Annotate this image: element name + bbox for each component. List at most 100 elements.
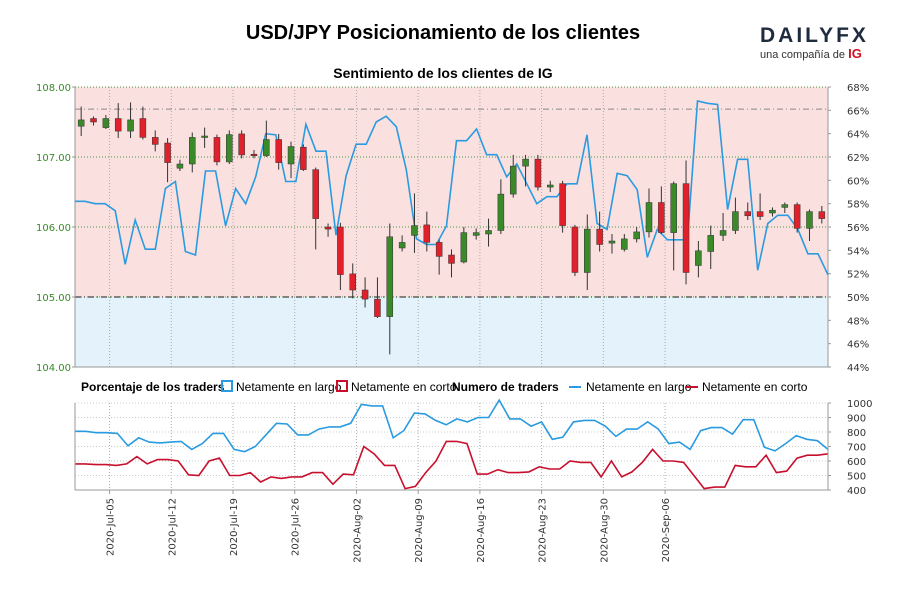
candle-body bbox=[633, 231, 640, 240]
price-panel-background bbox=[75, 87, 828, 367]
candle-body bbox=[756, 211, 764, 217]
candle-body bbox=[337, 226, 344, 275]
candle-body bbox=[189, 137, 196, 165]
legend-long-label: Netamente en largo bbox=[236, 380, 342, 394]
pct-tick-label: 66% bbox=[847, 106, 869, 117]
candle-body bbox=[571, 226, 579, 273]
candle-body bbox=[497, 193, 505, 231]
candle-body bbox=[769, 209, 776, 214]
traders-tick-label: 600 bbox=[847, 457, 866, 468]
price-tick-label: 107.00 bbox=[36, 153, 71, 164]
chart-title: USD/JPY Posicionamiento de los clientes bbox=[245, 22, 641, 44]
dailyfx-logo: DAILYFX una compañía de IG bbox=[760, 24, 870, 61]
logo-ig: IG bbox=[848, 46, 862, 61]
candle-body bbox=[670, 183, 677, 233]
candle-body bbox=[238, 133, 245, 156]
chart-subtitle: Sentimiento de los clientes de IG bbox=[333, 65, 553, 81]
candle-body bbox=[77, 119, 85, 127]
x-tick-label: 2020-Jul-12 bbox=[167, 498, 178, 556]
candle-body bbox=[596, 228, 603, 245]
candle-body bbox=[213, 137, 221, 163]
candle-body bbox=[411, 225, 418, 236]
pct-tick-label: 56% bbox=[847, 223, 869, 234]
legend-long-label-2: Netamente en largo bbox=[586, 380, 692, 394]
x-tick-label: 2020-Aug-02 bbox=[352, 498, 363, 563]
pct-tick-label: 44% bbox=[847, 363, 869, 374]
candle-body bbox=[398, 242, 406, 249]
x-tick-label: 2020-Jul-05 bbox=[106, 498, 117, 556]
net-long-pct-line bbox=[75, 100, 829, 276]
candle-body bbox=[361, 289, 369, 300]
price-tick-label: 104.00 bbox=[36, 363, 71, 374]
price-panel-axes: 104.00 105.00 106.00 107.00 108.00 44% 46% 48% 5… bbox=[36, 83, 869, 374]
candle-body bbox=[349, 273, 356, 291]
pct-tick-label: 58% bbox=[847, 200, 869, 211]
candle-body bbox=[250, 153, 258, 156]
traders-long-line bbox=[75, 398, 829, 453]
candle-body bbox=[176, 163, 184, 169]
traders-tick-label: 700 bbox=[847, 443, 866, 454]
candlesticks bbox=[77, 102, 826, 355]
candle-body bbox=[287, 146, 295, 165]
long-bias-zone bbox=[75, 297, 828, 367]
traders-tick-label: 1000 bbox=[847, 399, 872, 410]
x-tick-label: 2020-Aug-30 bbox=[599, 498, 610, 563]
x-tick-label: 2020-Jul-26 bbox=[291, 498, 302, 556]
traders-short-line bbox=[75, 440, 829, 490]
traders-lines bbox=[75, 398, 829, 490]
traders-tick-label: 500 bbox=[847, 472, 866, 483]
candle-body bbox=[682, 183, 690, 273]
candle-body bbox=[102, 118, 110, 128]
candle-body bbox=[621, 238, 628, 250]
candle-body bbox=[460, 232, 468, 263]
legend-short-label-2: Netamente en corto bbox=[702, 380, 808, 394]
pct-tick-label: 60% bbox=[847, 176, 869, 187]
candle-body bbox=[312, 169, 319, 219]
candle-body bbox=[793, 204, 801, 229]
price-tick-label: 108.00 bbox=[36, 83, 71, 94]
candle-body bbox=[263, 139, 270, 156]
legend-pct-title: Porcentaje de los traders bbox=[81, 380, 225, 394]
traders-tick-label: 800 bbox=[847, 428, 866, 439]
candle-body bbox=[226, 134, 233, 163]
x-tick-label: 2020-Aug-09 bbox=[414, 498, 425, 563]
logo-brand-b: FX bbox=[836, 24, 869, 47]
candle-body bbox=[374, 298, 381, 317]
traders-tick-label: 900 bbox=[847, 414, 866, 425]
candle-body bbox=[300, 146, 307, 170]
pct-tick-label: 64% bbox=[847, 130, 869, 141]
candle-body bbox=[645, 202, 653, 233]
pct-tick-label: 46% bbox=[847, 340, 869, 351]
pct-tick-label: 50% bbox=[847, 293, 869, 304]
pct-tick-label: 54% bbox=[847, 246, 869, 257]
legend-short-label: Netamente en corto bbox=[351, 380, 457, 394]
candle-body bbox=[423, 224, 431, 243]
candle-body bbox=[201, 135, 208, 138]
legend: Porcentaje de los traders Netamente en l… bbox=[81, 380, 808, 394]
candle-body bbox=[90, 118, 97, 123]
candle-body bbox=[127, 119, 134, 132]
x-tick-label: 2020-Jul-19 bbox=[229, 498, 240, 556]
x-axis-labels: 2020-Jul-05 2020-Jul-12 2020-Jul-19 2020-Ju… bbox=[106, 490, 672, 563]
pct-tick-label: 68% bbox=[847, 83, 869, 94]
candle-body bbox=[151, 137, 159, 145]
pct-tick-label: 62% bbox=[847, 153, 869, 164]
candle-body bbox=[818, 211, 826, 219]
candle-body bbox=[324, 226, 332, 230]
traders-tick-label: 400 bbox=[847, 486, 866, 497]
legend-short-box bbox=[336, 380, 348, 392]
candle-body bbox=[114, 118, 122, 132]
candle-body bbox=[695, 250, 702, 266]
candle-body bbox=[781, 204, 789, 208]
x-tick-label: 2020-Aug-16 bbox=[476, 498, 487, 563]
legend-long-box bbox=[221, 380, 233, 392]
candle-body bbox=[509, 165, 517, 195]
candle-body bbox=[386, 236, 394, 317]
price-tick-label: 106.00 bbox=[36, 223, 71, 234]
candle-body bbox=[658, 202, 665, 233]
x-tick-label: 2020-Sep-06 bbox=[661, 498, 672, 562]
candle-body bbox=[744, 211, 752, 217]
logo-tagline: una compañía de bbox=[760, 49, 846, 61]
candle-body bbox=[707, 235, 714, 252]
